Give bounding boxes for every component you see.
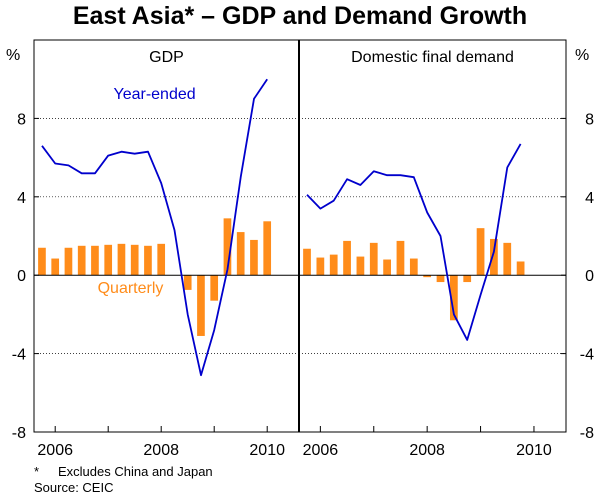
x-tick-label: 2010 xyxy=(516,442,552,459)
bar xyxy=(463,275,472,283)
bar xyxy=(91,245,99,276)
bar xyxy=(223,218,232,276)
y-tick-label-right: 8 xyxy=(585,111,594,128)
x-tick-label: 2008 xyxy=(409,442,445,459)
bar xyxy=(77,245,86,276)
bar xyxy=(183,275,192,290)
bar xyxy=(316,257,325,276)
bar xyxy=(516,261,525,276)
bar xyxy=(38,247,46,276)
bar xyxy=(210,275,219,301)
bar xyxy=(329,254,338,276)
bar xyxy=(409,258,418,276)
bar xyxy=(157,243,166,276)
bar xyxy=(490,238,498,276)
y-axis-label-right: % xyxy=(575,47,589,64)
bar xyxy=(449,275,458,321)
y-tick-label-left: 8 xyxy=(17,111,26,128)
bar xyxy=(343,240,351,276)
bar xyxy=(303,248,311,276)
annotation-year-ended: Year-ended xyxy=(114,86,196,103)
source-note: Source: CEIC xyxy=(34,480,114,495)
x-tick-label: 2010 xyxy=(249,442,285,459)
y-axis-label-left: % xyxy=(6,47,20,64)
panel-title: GDP xyxy=(149,49,184,66)
footnote-text: Excludes China and Japan xyxy=(58,464,213,479)
bar xyxy=(436,275,445,283)
y-tick-label-left: 0 xyxy=(17,268,26,285)
annotation-quarterly: Quarterly xyxy=(98,280,164,297)
bar xyxy=(104,244,113,276)
bar xyxy=(369,242,378,276)
bar xyxy=(64,247,73,276)
y-tick-label-left: 4 xyxy=(17,190,26,207)
y-tick-label-left: -8 xyxy=(12,425,26,442)
panel-title: Domestic final demand xyxy=(351,49,514,66)
bar xyxy=(51,258,60,276)
chart-notes: * Excludes China and Japan Source: CEIC xyxy=(34,464,213,496)
bar xyxy=(396,240,405,276)
series-line-year-ended xyxy=(41,78,268,377)
bar xyxy=(263,221,272,276)
bar xyxy=(356,256,365,276)
bar xyxy=(423,275,432,278)
y-tick-label-right: 4 xyxy=(585,190,594,207)
x-tick-label: 2006 xyxy=(303,442,339,459)
series-line-year-ended xyxy=(306,143,522,341)
bar xyxy=(130,244,139,276)
x-tick-label: 2008 xyxy=(143,442,179,459)
x-tick-label: 2006 xyxy=(37,442,73,459)
bar xyxy=(383,259,391,276)
footnote-mark: * xyxy=(34,464,40,479)
bar xyxy=(144,245,152,276)
footnote: * Excludes China and Japan xyxy=(34,464,213,480)
chart-title: East Asia* – GDP and Demand Growth xyxy=(72,2,528,30)
y-tick-label-right: -4 xyxy=(580,347,594,364)
bar xyxy=(236,232,245,276)
bar xyxy=(117,243,126,276)
y-tick-label-left: -4 xyxy=(12,347,26,364)
bar xyxy=(476,228,485,276)
y-tick-label-right: 0 xyxy=(585,268,594,285)
bar xyxy=(197,275,205,336)
bar xyxy=(503,242,512,276)
bar xyxy=(250,239,258,276)
y-tick-label-right: -8 xyxy=(580,425,594,442)
